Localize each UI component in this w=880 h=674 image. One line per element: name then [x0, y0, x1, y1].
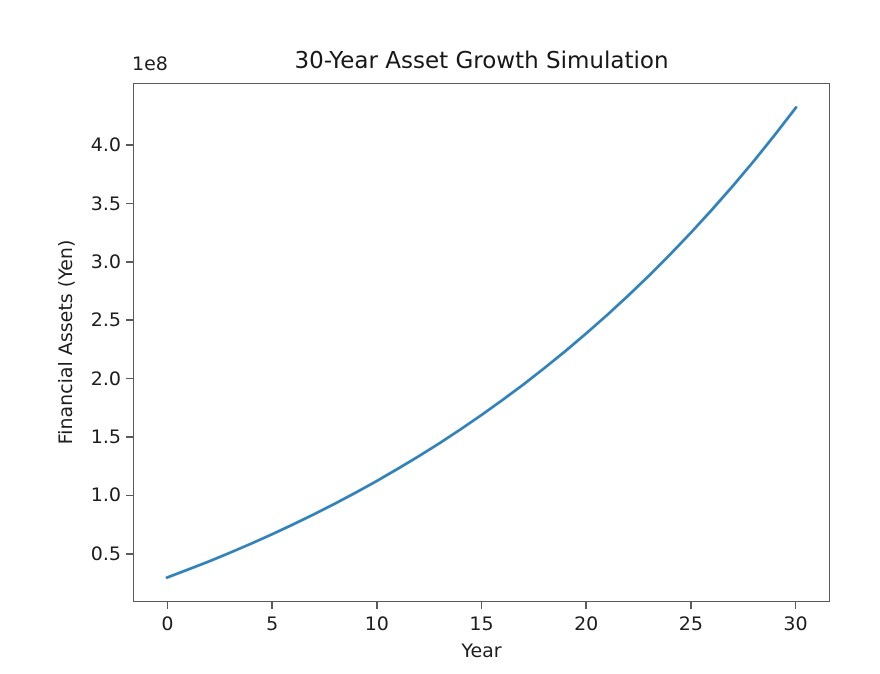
x-tick-label: 0 — [161, 613, 174, 635]
y-tick-mark — [126, 436, 133, 438]
y-tick-label: 1.5 — [90, 426, 121, 449]
y-axis-offset-text: 1e8 — [132, 53, 168, 75]
asset-growth-line — [165, 106, 798, 579]
plot-area — [133, 83, 830, 602]
x-tick-mark — [376, 602, 378, 609]
y-tick-mark — [126, 144, 133, 146]
y-tick-label: 3.0 — [90, 250, 121, 273]
x-tick-label: 5 — [266, 613, 279, 635]
y-tick-label: 2.5 — [90, 309, 121, 332]
chart-title: 30-Year Asset Growth Simulation — [294, 48, 669, 74]
x-tick-mark — [480, 602, 483, 609]
y-tick-mark — [126, 202, 133, 205]
y-tick-label: 2.0 — [90, 367, 121, 390]
x-tick-label: 20 — [574, 613, 599, 635]
x-tick-mark — [794, 602, 797, 609]
y-tick-mark — [126, 552, 133, 555]
x-tick-mark — [271, 602, 273, 609]
x-tick-mark — [166, 602, 169, 609]
y-tick-label: 1.0 — [90, 484, 121, 507]
y-tick-label: 3.5 — [90, 192, 121, 215]
x-tick-label: 15 — [469, 613, 494, 635]
line-chart-canvas — [165, 106, 798, 579]
y-tick-label: 4.0 — [90, 134, 121, 157]
x-axis-label: Year — [461, 640, 502, 662]
x-tick-label: 10 — [364, 613, 389, 635]
y-tick-label: 0.5 — [90, 542, 121, 565]
y-tick-mark — [126, 377, 133, 380]
y-tick-mark — [126, 261, 133, 263]
y-tick-mark — [126, 494, 133, 497]
x-tick-label: 25 — [678, 613, 703, 635]
x-tick-label: 30 — [783, 613, 808, 635]
x-tick-mark — [690, 602, 692, 609]
y-tick-mark — [126, 319, 133, 322]
x-tick-mark — [585, 602, 587, 609]
